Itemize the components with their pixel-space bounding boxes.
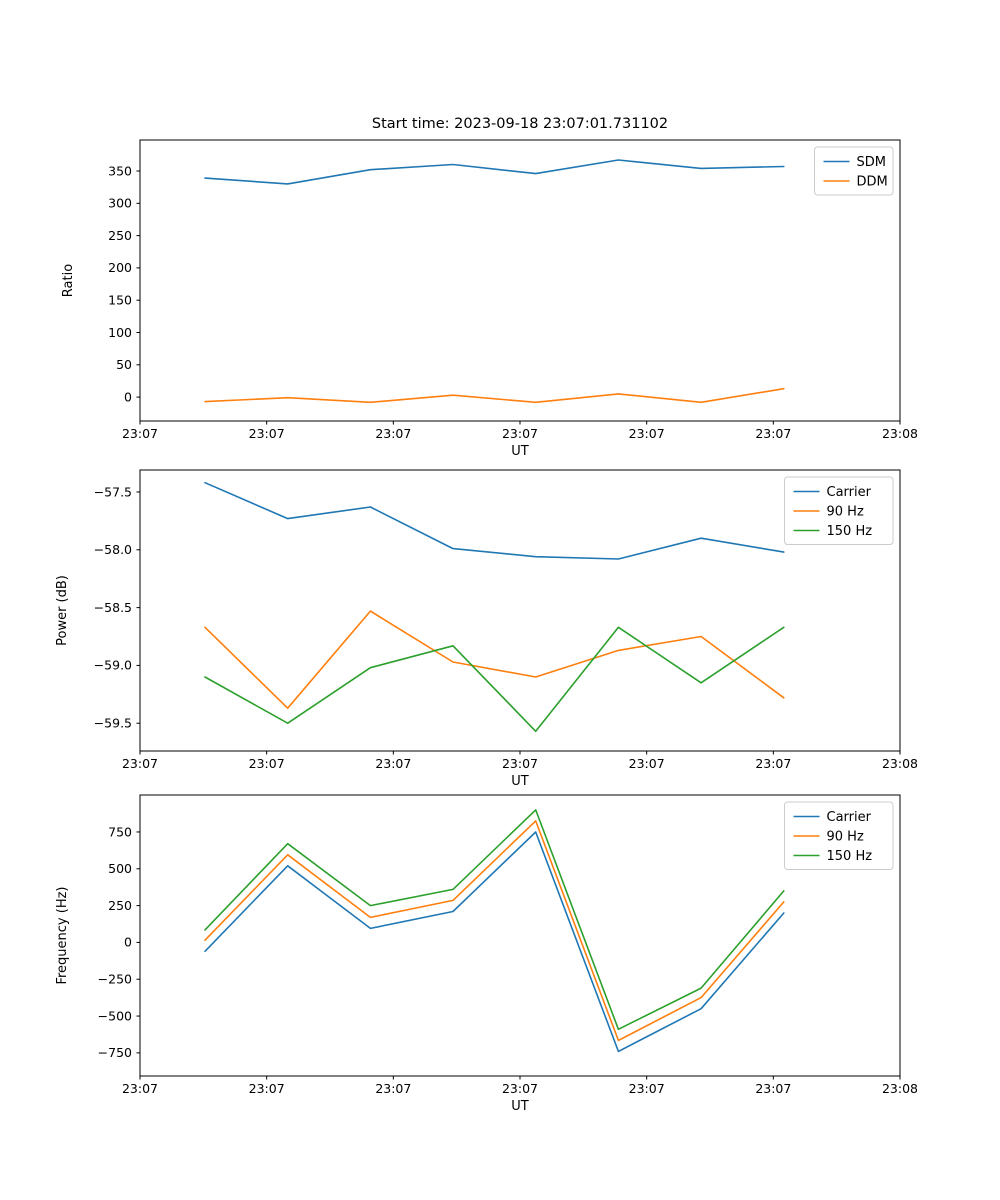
x-tick-label: 23:07 bbox=[375, 426, 411, 441]
series-line-150-hz bbox=[204, 626, 785, 733]
series-line-carrier bbox=[204, 831, 785, 1053]
subplot-frequency: −750 −500 −250 0 250 500 750 23:07 23:07 23:07 23:… bbox=[55, 794, 918, 1114]
x-tick-label: 23:07 bbox=[755, 1081, 791, 1096]
y-tick-label: 50 bbox=[116, 357, 132, 372]
y-axis-label: Ratio bbox=[61, 264, 76, 297]
series-line-90-hz bbox=[204, 610, 785, 710]
series-line-carrier bbox=[204, 481, 785, 560]
y-tick-label: −59.5 bbox=[94, 716, 132, 731]
y-tick-label: 250 bbox=[108, 898, 132, 913]
x-tick-label: 23:07 bbox=[375, 1081, 411, 1096]
subplot-ratio: 0 50 100 150 200 250 300 350 23:07 23:07 23:07 23:0… bbox=[61, 139, 918, 459]
x-tick-label: 23:07 bbox=[122, 756, 158, 771]
x-tick-label: 23:07 bbox=[249, 426, 285, 441]
legend-box bbox=[814, 146, 894, 196]
y-tick-label: −58.5 bbox=[94, 600, 132, 615]
y-tick-label: −500 bbox=[98, 1008, 132, 1023]
y-tick-label: −250 bbox=[98, 972, 132, 987]
x-tick-label: 23:07 bbox=[502, 1081, 538, 1096]
x-tick-label: 23:07 bbox=[755, 756, 791, 771]
x-tick-label: 23:08 bbox=[882, 756, 918, 771]
y-tick-label: 300 bbox=[108, 196, 132, 211]
legend-box bbox=[784, 476, 894, 545]
legend-label: SDM bbox=[857, 155, 886, 170]
x-tick-label: 23:07 bbox=[502, 426, 538, 441]
x-tick-label: 23:08 bbox=[882, 426, 918, 441]
y-tick-label: −750 bbox=[98, 1045, 132, 1060]
x-tick-label: 23:07 bbox=[629, 1081, 665, 1096]
series-line-sdm bbox=[204, 159, 785, 185]
x-tick-label: 23:07 bbox=[122, 426, 158, 441]
x-tick-label: 23:07 bbox=[122, 1081, 158, 1096]
y-tick-label: 100 bbox=[108, 325, 132, 340]
series-line-ddm bbox=[204, 387, 785, 404]
x-tick-label: 23:07 bbox=[755, 426, 791, 441]
legend: Carrier 90 Hz 150 Hz bbox=[784, 801, 894, 870]
y-tick-label: 250 bbox=[108, 228, 132, 243]
y-tick-label: 500 bbox=[108, 861, 132, 876]
legend-label: 150 Hz bbox=[827, 524, 873, 539]
legend-label: 90 Hz bbox=[827, 505, 864, 520]
legend-label: DDM bbox=[857, 175, 888, 190]
x-tick-label: 23:07 bbox=[249, 1081, 285, 1096]
x-tick-label: 23:07 bbox=[249, 756, 285, 771]
y-tick-label: 150 bbox=[108, 293, 132, 308]
legend: Carrier 90 Hz 150 Hz bbox=[784, 476, 894, 545]
y-tick-label: 0 bbox=[124, 389, 132, 404]
y-tick-label: 200 bbox=[108, 260, 132, 275]
figure-title: Start time: 2023-09-18 23:07:01.731102 bbox=[371, 116, 669, 132]
x-tick-label: 23:07 bbox=[629, 756, 665, 771]
legend-label: Carrier bbox=[827, 810, 872, 825]
x-tick-label: 23:07 bbox=[629, 426, 665, 441]
legend-label: Carrier bbox=[827, 485, 872, 500]
legend-box bbox=[784, 801, 894, 870]
legend-label: 90 Hz bbox=[827, 830, 864, 845]
subplot-power: −59.5 −59.0 −58.5 −58.0 −57.5 23:07 23:07 23:07… bbox=[55, 469, 918, 789]
legend: SDM DDM bbox=[814, 146, 894, 196]
x-axis-label: UT bbox=[511, 444, 529, 459]
y-tick-label: −59.0 bbox=[94, 658, 132, 673]
series-line-90-hz bbox=[204, 820, 785, 1042]
y-axis-label: Power (dB) bbox=[55, 575, 70, 646]
y-tick-label: 350 bbox=[108, 163, 132, 178]
x-tick-label: 23:07 bbox=[375, 756, 411, 771]
x-axis-label: UT bbox=[511, 774, 529, 789]
y-tick-label: −57.5 bbox=[94, 484, 132, 499]
y-tick-label: −58.0 bbox=[94, 542, 132, 557]
y-tick-label: 0 bbox=[124, 935, 132, 950]
y-tick-label: 750 bbox=[108, 824, 132, 839]
x-tick-label: 23:07 bbox=[502, 756, 538, 771]
y-axis-label: Frequency (Hz) bbox=[55, 886, 70, 984]
x-axis-label: UT bbox=[511, 1099, 529, 1114]
x-tick-label: 23:08 bbox=[882, 1081, 918, 1096]
series-line-150-hz bbox=[204, 809, 785, 1031]
legend-label: 150 Hz bbox=[827, 849, 873, 864]
